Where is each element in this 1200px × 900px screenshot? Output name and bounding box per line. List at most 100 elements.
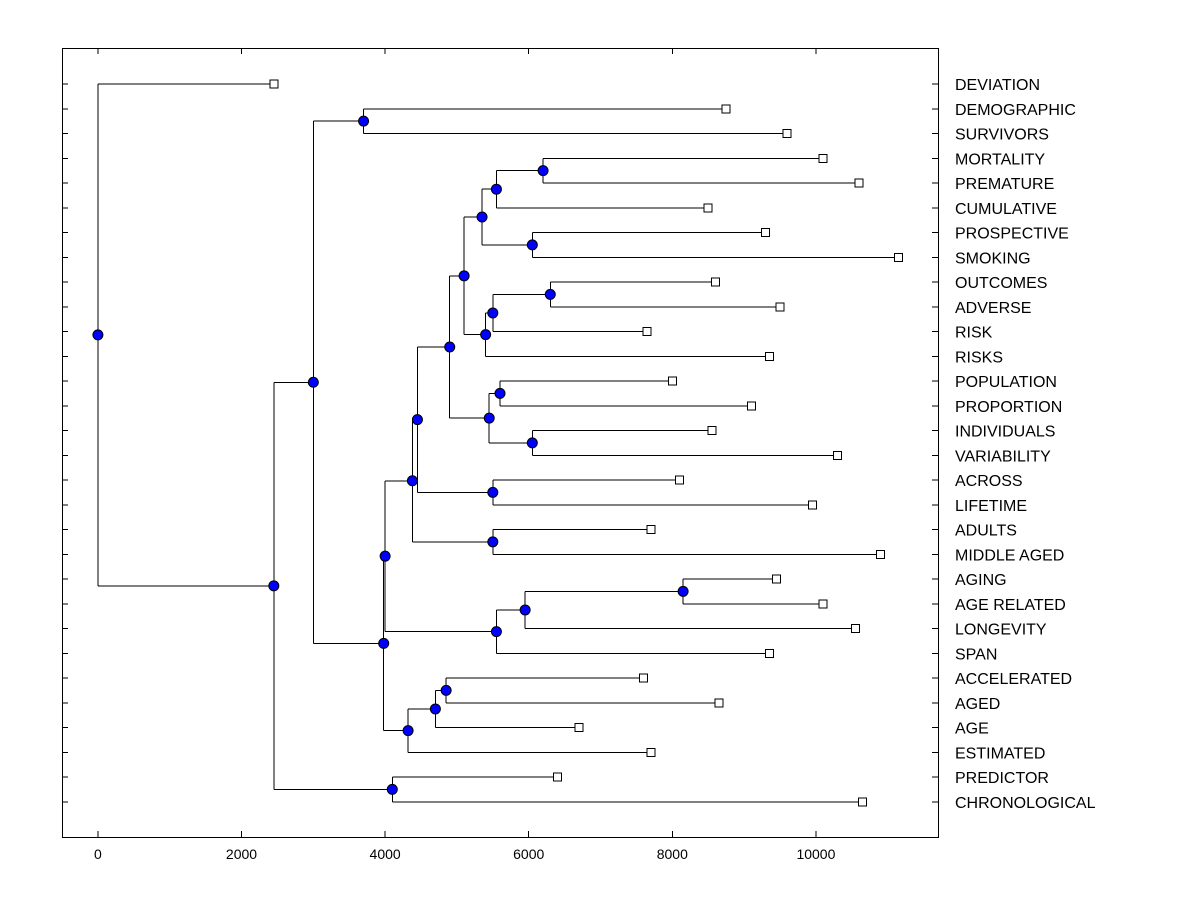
leaf-label: ACCELERATED [955,671,1072,688]
x-tick-label: 8000 [657,846,688,862]
x-tick-label: 6000 [513,846,544,862]
merge-node [378,637,390,649]
leaf-label: PROSPECTIVE [955,226,1069,243]
leaf-label: CHRONOLOGICAL [955,795,1096,812]
leaf-marker [818,153,828,163]
leaf-marker [764,648,774,658]
leaf-marker [667,376,677,386]
leaf-label: SMOKING [955,250,1031,267]
merge-node [537,165,549,177]
merge-node [480,329,492,341]
merge-node [379,550,391,562]
leaf-label: OUTCOMES [955,275,1047,292]
leaf-marker [818,599,828,609]
leaf-label: ADULTS [955,523,1017,540]
merge-node [268,580,280,592]
merge-node [494,387,506,399]
merge-node [402,725,414,737]
merge-node [406,475,418,487]
leaf-label: VARIABILITY [955,448,1051,465]
leaf-marker [782,129,792,138]
leaf-label: PREMATURE [955,176,1054,193]
leaf-marker [807,500,817,510]
merge-node [490,626,502,638]
leaf-marker [832,450,842,460]
plot-frame [62,48,939,838]
leaf-marker [854,178,864,188]
leaf-marker [707,426,717,435]
leaf-marker [675,475,685,485]
merge-node [440,684,452,696]
leaf-marker [764,351,774,361]
leaf-marker [858,797,868,807]
leaf-marker [714,698,724,708]
merge-node [92,329,104,341]
x-tick-label: 0 [94,846,102,862]
leaf-label: LONGEVITY [955,622,1047,639]
leaf-marker [574,723,584,732]
leaf-marker [721,104,731,114]
leaf-label: PREDICTOR [955,770,1049,787]
merge-node [526,437,538,449]
leaf-markers [269,79,904,807]
leaf-label: SURVIVORS [955,127,1049,144]
merge-node [458,270,470,282]
merge-node [544,288,556,300]
leaf-marker [775,302,785,312]
merge-node [386,783,398,795]
merge-node [487,307,499,319]
leaf-marker [876,549,886,559]
leaf-label: SPAN [955,646,997,663]
leaf-label: LIFETIME [955,498,1027,515]
leaf-ticks [62,83,938,803]
leaf-marker [850,624,860,633]
merge-node [519,604,531,616]
merge-node [490,183,502,195]
leaf-label: RISK [955,325,993,342]
merge-node [476,211,488,223]
leaf-marker [269,79,279,89]
leaf-label: DEVIATION [955,77,1040,94]
leaf-label: ACROSS [955,473,1023,490]
leaf-label: ADVERSE [955,300,1031,317]
x-axis-ticks: 0 2000 4000 6000 8000 10000 [94,48,836,862]
x-tick-label: 10000 [796,846,835,862]
leaf-marker [703,203,713,213]
leaf-label: MORTALITY [955,151,1045,168]
leaf-label: AGE RELATED [955,597,1066,614]
merge-node-markers [92,115,689,795]
leaf-marker [646,747,656,757]
x-tick-label: 4000 [370,846,401,862]
leaf-marker [552,772,562,782]
leaf-labels: DEVIATION DEMOGRAPHIC SURVIVORS MORTALITY PR… [955,77,1096,812]
leaf-label: CUMULATIVE [955,201,1057,218]
leaf-marker [771,574,781,584]
leaf-label: POPULATION [955,374,1057,391]
leaf-label: AGE [955,721,989,738]
leaf-label: AGING [955,572,1007,589]
leaf-marker [646,525,656,534]
merge-node [526,239,538,251]
leaf-marker [642,327,652,336]
leaf-marker [639,673,649,683]
merge-node [677,585,689,597]
leaf-marker [761,228,771,237]
merge-node [307,376,319,388]
leaf-marker [710,277,720,287]
merge-node [444,341,456,353]
merge-node [483,412,495,424]
x-tick-label: 2000 [226,846,257,862]
leaf-label: PROPORTION [955,399,1062,416]
leaf-marker [746,401,756,411]
leaf-marker [894,252,904,262]
leaf-label: AGED [955,696,1000,713]
leaf-label: INDIVIDUALS [955,424,1055,441]
merge-node [487,486,499,498]
merge-node [429,703,441,715]
merge-node [487,536,499,548]
merge-node [358,115,370,127]
leaf-label: DEMOGRAPHIC [955,102,1076,119]
leaf-label: ESTIMATED [955,745,1045,762]
leaf-label: MIDDLE AGED [955,547,1064,564]
